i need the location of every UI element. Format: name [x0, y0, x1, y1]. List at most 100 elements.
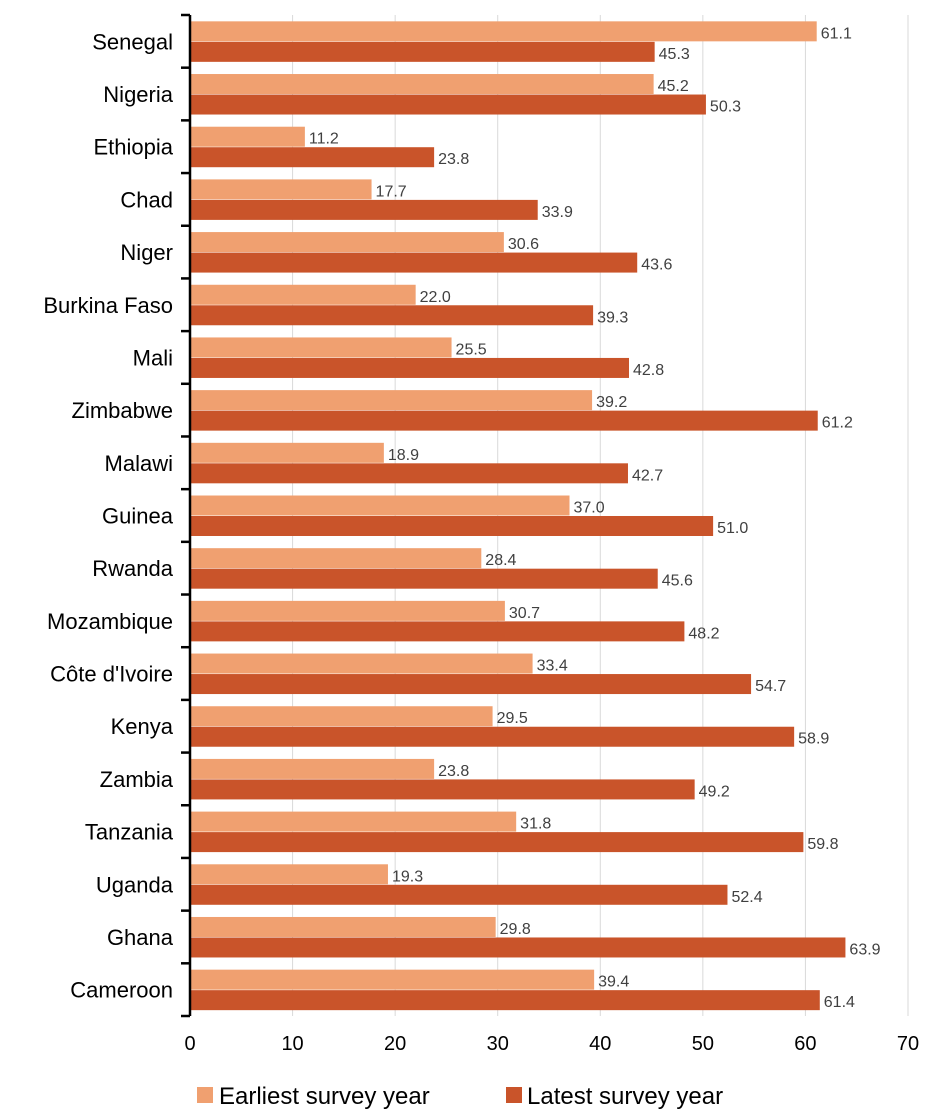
- x-tick-label-30: 30: [487, 1033, 509, 1055]
- bar-earliest-13: [190, 706, 493, 727]
- value-label-latest-9: 51.0: [717, 520, 748, 537]
- value-label-earliest-15: 31.8: [520, 816, 551, 833]
- value-label-latest-6: 42.8: [633, 362, 664, 379]
- value-label-earliest-18: 39.4: [598, 974, 629, 991]
- value-label-earliest-7: 39.2: [596, 394, 627, 411]
- bar-earliest-9: [190, 495, 570, 516]
- value-label-latest-11: 48.2: [688, 625, 719, 642]
- value-label-latest-3: 33.9: [542, 204, 573, 221]
- x-tick-label-40: 40: [589, 1033, 611, 1055]
- bar-earliest-14: [190, 758, 435, 779]
- value-label-earliest-9: 37.0: [574, 500, 605, 517]
- bar-earliest-11: [190, 600, 505, 621]
- value-label-latest-18: 61.4: [824, 994, 855, 1011]
- value-label-earliest-3: 17.7: [376, 183, 407, 200]
- value-label-latest-1: 50.3: [710, 99, 741, 116]
- value-label-latest-0: 45.3: [659, 46, 690, 63]
- bar-latest-10: [190, 568, 658, 589]
- value-label-latest-12: 54.7: [755, 678, 786, 695]
- bar-latest-9: [190, 516, 714, 536]
- bar-latest-1: [190, 94, 706, 115]
- value-label-earliest-0: 61.1: [821, 25, 852, 42]
- legend-label-earliest: Earliest survey year: [219, 1083, 430, 1110]
- bar-latest-4: [190, 252, 638, 273]
- legend-label-latest: Latest survey year: [527, 1083, 723, 1110]
- legend-swatch-latest: [506, 1087, 522, 1103]
- value-label-earliest-4: 30.6: [508, 236, 539, 253]
- bar-earliest-3: [190, 179, 372, 200]
- bar-earliest-4: [190, 232, 504, 253]
- value-label-latest-7: 61.2: [822, 415, 853, 432]
- value-label-earliest-5: 22.0: [420, 289, 451, 306]
- value-label-latest-17: 63.9: [849, 941, 880, 958]
- bar-earliest-7: [190, 390, 593, 411]
- legend-swatch-earliest: [197, 1087, 213, 1103]
- category-label-3: Chad: [120, 187, 173, 212]
- value-label-earliest-1: 45.2: [658, 78, 689, 95]
- value-label-earliest-16: 19.3: [392, 868, 423, 885]
- value-label-earliest-14: 23.8: [438, 763, 469, 780]
- category-label-5: Burkina Faso: [43, 293, 173, 318]
- axes: [181, 13, 192, 1018]
- category-label-10: Rwanda: [92, 556, 173, 581]
- value-label-earliest-13: 29.5: [497, 710, 528, 727]
- value-label-earliest-8: 18.9: [388, 447, 419, 464]
- bar-latest-7: [190, 410, 818, 431]
- bar-earliest-2: [190, 126, 305, 147]
- bar-latest-0: [190, 41, 655, 62]
- bar-latest-6: [190, 357, 630, 378]
- x-tick-label-20: 20: [384, 1033, 406, 1055]
- bar-earliest-10: [190, 548, 482, 569]
- category-label-14: Zambia: [100, 767, 174, 792]
- value-label-earliest-10: 28.4: [485, 552, 516, 569]
- bar-earliest-15: [190, 811, 517, 832]
- bar-earliest-1: [190, 74, 654, 95]
- x-tick-label-50: 50: [692, 1033, 714, 1055]
- bar-earliest-16: [190, 864, 388, 885]
- value-label-latest-14: 49.2: [699, 783, 730, 800]
- category-label-2: Ethiopia: [93, 135, 173, 160]
- bar-latest-18: [190, 990, 820, 1011]
- value-label-earliest-11: 30.7: [509, 605, 540, 622]
- value-label-earliest-2: 11.2: [309, 131, 339, 148]
- value-label-latest-16: 52.4: [731, 889, 762, 906]
- value-label-latest-4: 43.6: [641, 257, 672, 274]
- category-label-16: Uganda: [96, 872, 174, 897]
- bar-latest-2: [190, 147, 435, 168]
- category-label-15: Tanzania: [85, 820, 174, 845]
- category-label-8: Malawi: [105, 451, 173, 476]
- bar-earliest-0: [190, 21, 817, 42]
- x-tick-label-70: 70: [897, 1033, 919, 1055]
- category-label-13: Kenya: [111, 714, 174, 739]
- bar-latest-12: [190, 674, 752, 695]
- bar-earliest-6: [190, 337, 452, 358]
- bar-latest-15: [190, 832, 804, 853]
- value-label-earliest-17: 29.8: [500, 921, 531, 938]
- legend: Earliest survey year Latest survey year: [197, 1083, 723, 1110]
- category-label-6: Mali: [133, 345, 173, 370]
- category-label-0: Senegal: [92, 29, 173, 54]
- value-label-latest-2: 23.8: [438, 151, 469, 168]
- x-tick-label-60: 60: [794, 1033, 816, 1055]
- bar-earliest-17: [190, 916, 496, 937]
- category-label-7: Zimbabwe: [72, 398, 173, 423]
- bar-latest-8: [190, 463, 628, 484]
- bar-latest-3: [190, 199, 538, 220]
- bar-latest-14: [190, 779, 695, 800]
- category-label-4: Niger: [120, 240, 173, 265]
- value-label-latest-5: 39.3: [597, 309, 628, 326]
- value-label-latest-10: 45.6: [662, 573, 693, 590]
- bar-earliest-18: [190, 969, 595, 990]
- value-label-latest-15: 59.8: [807, 836, 838, 853]
- labels: 61.1 45.3 Senegal 45.2 50.3 Nigeria 11.2 23.8 Et…: [43, 25, 919, 1055]
- x-tick-label-0: 0: [184, 1033, 195, 1055]
- bar-earliest-5: [190, 284, 416, 305]
- value-label-earliest-12: 33.4: [537, 658, 568, 675]
- bar-latest-13: [190, 726, 795, 747]
- category-label-1: Nigeria: [103, 82, 173, 107]
- value-label-earliest-6: 25.5: [456, 341, 487, 358]
- bar-latest-5: [190, 305, 594, 326]
- category-label-17: Ghana: [107, 925, 174, 950]
